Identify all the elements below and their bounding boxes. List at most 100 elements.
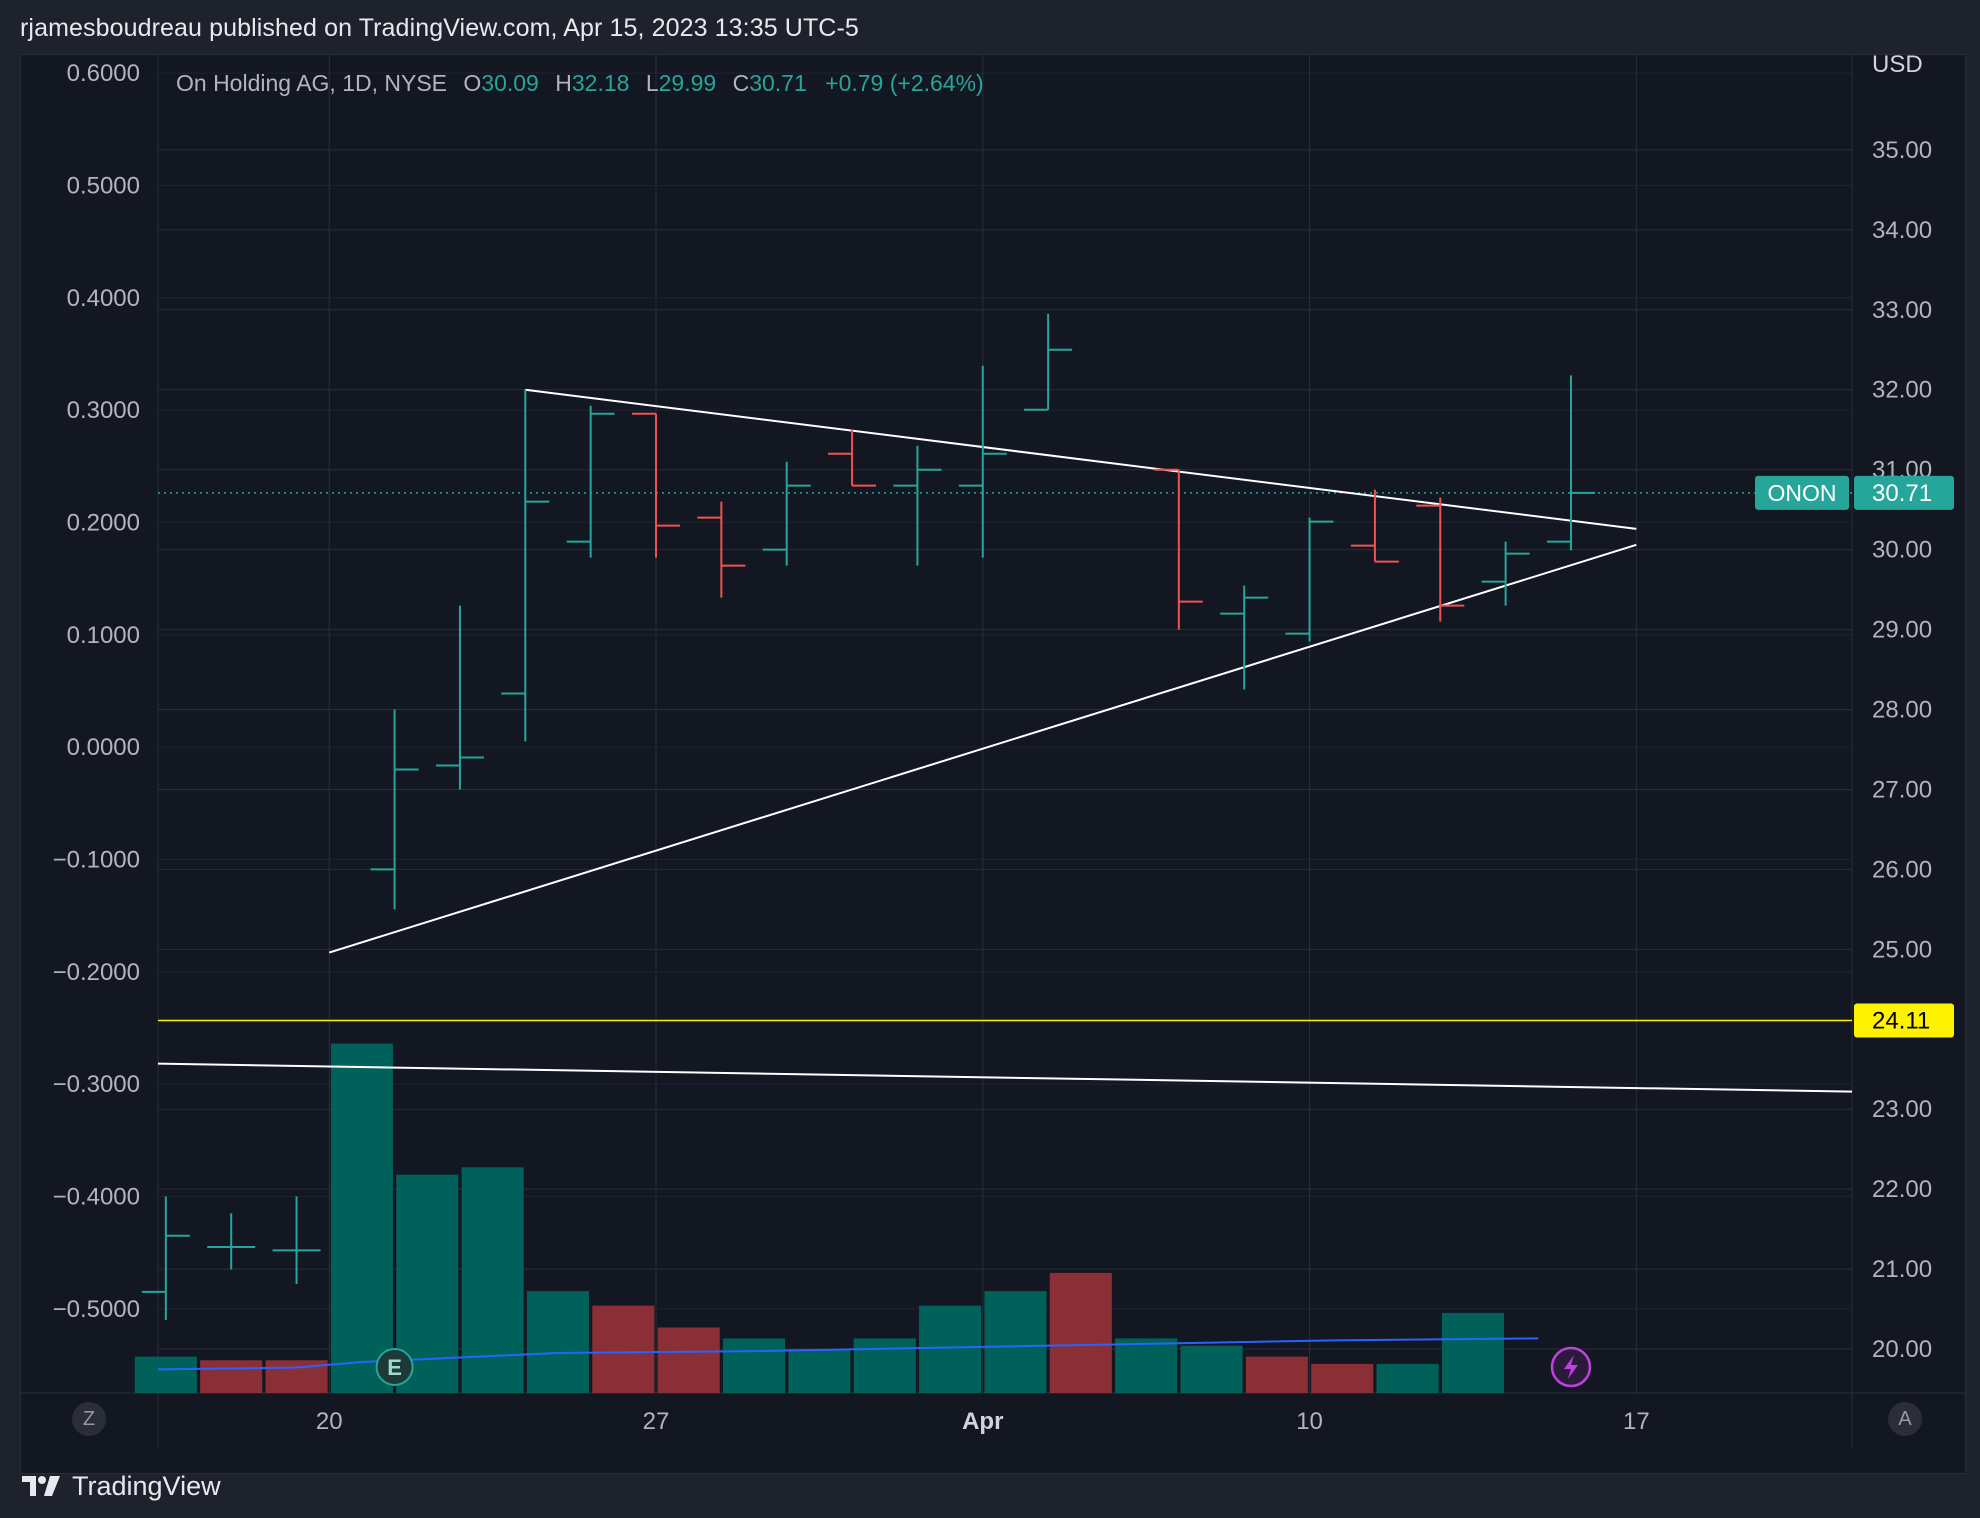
legend-open-value: 30.09 xyxy=(481,70,539,96)
timezone-button[interactable]: Z xyxy=(72,1402,106,1436)
volume-ma-line xyxy=(157,1337,1539,1371)
volume-bar xyxy=(134,1356,197,1393)
volume-bar xyxy=(657,1327,720,1393)
left-axis-tick: 0.2000 xyxy=(67,509,140,536)
x-axis-tick: 17 xyxy=(1623,1408,1650,1435)
volume-bar xyxy=(1245,1356,1308,1393)
volume-bar xyxy=(1049,1272,1112,1393)
legend-close-label: C xyxy=(732,70,750,96)
ohlc-bar xyxy=(566,405,615,558)
left-axis-tick: −0.4000 xyxy=(53,1183,140,1210)
ohlc-bar xyxy=(141,1196,190,1320)
publisher-header: rjamesboudreau published on TradingView.… xyxy=(20,14,859,42)
volume-bar xyxy=(1180,1345,1243,1393)
ohlc-bar xyxy=(1416,497,1465,622)
volume-bar xyxy=(1311,1363,1374,1393)
ohlc-bar xyxy=(1220,585,1269,690)
volume-bar xyxy=(1115,1338,1178,1393)
x-axis-tick: 20 xyxy=(316,1408,343,1435)
left-axis-tick: 0.0000 xyxy=(67,734,140,761)
ohlc-bar xyxy=(435,605,484,790)
symbol-badge-label: ONON xyxy=(1768,480,1837,506)
ohlc-bar xyxy=(1481,541,1530,606)
right-axis-tick: 20.00 xyxy=(1872,1336,1932,1363)
left-axis-tick: −0.1000 xyxy=(53,846,140,873)
tradingview-logo[interactable]: TradingView xyxy=(20,1466,221,1506)
left-axis-tick: −0.2000 xyxy=(53,959,140,986)
last-price-badge xyxy=(1854,475,1954,510)
ohlc-bar xyxy=(1154,468,1203,630)
legend-low-value: 29.99 xyxy=(658,70,717,96)
tradingview-brand: TradingView xyxy=(72,1470,221,1501)
lightning-icon xyxy=(1550,1346,1592,1388)
left-axis-tick: 0.4000 xyxy=(67,285,140,312)
timezone-button-label: Z xyxy=(82,1407,96,1430)
ohlc-bar xyxy=(370,709,419,910)
ohlc-bar xyxy=(632,412,681,558)
level-badge-label: 24.11 xyxy=(1872,1007,1930,1034)
left-axis-tick: 0.1000 xyxy=(67,622,140,649)
volume-bar xyxy=(330,1043,393,1393)
level-badge xyxy=(1854,1003,1954,1038)
trendline xyxy=(328,543,1637,954)
symbol-legend: On Holding AG, 1D, NYSE O30.09 H32.18 L2… xyxy=(176,70,984,97)
trendline xyxy=(157,1062,1853,1093)
right-axis-tick: 35.00 xyxy=(1872,137,1932,164)
right-axis-tick: 27.00 xyxy=(1872,776,1932,803)
volume-bar xyxy=(919,1305,982,1393)
volume-bar xyxy=(1441,1312,1504,1393)
x-axis-tick: 27 xyxy=(643,1408,670,1435)
volume-bar xyxy=(200,1360,263,1393)
right-axis-tick: 23.00 xyxy=(1872,1096,1932,1123)
legend-close-value: 30.71 xyxy=(749,70,807,96)
ohlc-bar xyxy=(1285,517,1334,642)
x-axis-tick: Apr xyxy=(962,1408,1003,1435)
symbol-badge xyxy=(1755,475,1849,510)
legend-change: +0.79 (+2.64%) xyxy=(825,70,984,96)
legend-open-label: O xyxy=(463,70,482,96)
volume-bar xyxy=(722,1338,786,1393)
ohlc-bar xyxy=(762,461,811,566)
right-axis-tick: 32.00 xyxy=(1872,377,1932,404)
left-axis-tick: 0.5000 xyxy=(67,172,140,199)
right-axis-tick: 22.00 xyxy=(1872,1176,1932,1203)
ohlc-bar xyxy=(207,1213,256,1270)
left-axis-tick: −0.5000 xyxy=(53,1296,140,1323)
volume-bar xyxy=(853,1338,916,1393)
legend-symbol: On Holding AG, 1D, NYSE xyxy=(176,70,448,96)
legend-high-label: H xyxy=(555,70,572,96)
right-axis-tick: 25.00 xyxy=(1872,936,1932,963)
volume-bar xyxy=(592,1305,655,1393)
earnings-icon-label: E xyxy=(387,1355,402,1380)
ohlc-bar xyxy=(501,389,550,742)
right-axis-tick: 33.00 xyxy=(1872,297,1932,324)
ohlc-bar xyxy=(893,445,942,566)
left-axis-tick: −0.3000 xyxy=(53,1071,140,1098)
right-axis-unit: USD xyxy=(1872,54,1923,78)
last-price-label: 30.71 xyxy=(1872,480,1932,507)
x-axis-tick: 10 xyxy=(1296,1408,1323,1435)
volume-bar xyxy=(788,1349,851,1393)
left-axis-tick: 0.3000 xyxy=(67,397,140,424)
auto-scale-button-label: A xyxy=(1898,1407,1912,1430)
lightning-icon-bolt xyxy=(1563,1355,1578,1379)
earnings-icon xyxy=(375,1348,414,1386)
right-axis-tick: 29.00 xyxy=(1872,617,1932,644)
right-axis-tick: 30.00 xyxy=(1872,537,1932,564)
price-chart[interactable]: USD35.0034.0033.0032.0031.0030.0029.0028… xyxy=(20,54,1966,1474)
ohlc-bar xyxy=(1546,375,1595,551)
ohlc-bar xyxy=(1350,489,1399,563)
trendline xyxy=(525,388,1637,530)
tradingview-logo-icon xyxy=(22,1476,60,1496)
ohlc-bar xyxy=(1024,313,1073,411)
earnings-icon-circle xyxy=(375,1348,414,1386)
right-axis-tick: 21.00 xyxy=(1872,1256,1932,1283)
ohlc-bar xyxy=(272,1196,321,1285)
right-axis-tick: 28.00 xyxy=(1872,697,1932,724)
ohlc-bar xyxy=(958,365,1007,558)
auto-scale-button[interactable]: A xyxy=(1888,1402,1922,1436)
volume-bar xyxy=(1376,1363,1439,1393)
ohlc-bar xyxy=(697,501,746,598)
volume-bar xyxy=(984,1291,1047,1393)
legend-low-label: L xyxy=(645,70,659,96)
